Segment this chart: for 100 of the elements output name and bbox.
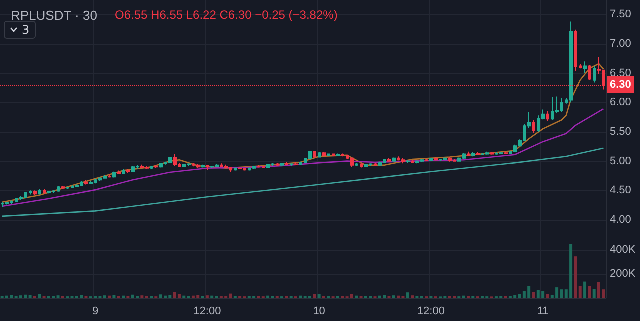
y-tick-label: 4.00 [610, 214, 632, 226]
annotation: 3 [22, 23, 30, 37]
candlestick [299, 161, 302, 166]
candlestick [378, 161, 382, 167]
bar [28, 295, 32, 298]
candlestick [75, 184, 79, 188]
bar [313, 294, 316, 298]
candlestick [593, 66, 596, 84]
candlestick [322, 152, 326, 158]
candlestick [117, 170, 121, 175]
candlestick [401, 158, 405, 164]
candlestick [276, 162, 279, 167]
candlestick [546, 110, 549, 122]
candlestick [327, 153, 330, 157]
bar [178, 294, 181, 298]
x-tick-label: 12:00 [194, 306, 222, 318]
candlestick [364, 164, 368, 168]
candlestick [168, 156, 172, 164]
candlestick [350, 157, 354, 168]
bar [112, 295, 116, 298]
candlestick [485, 151, 489, 156]
candlestick [476, 152, 480, 156]
candlestick [206, 164, 209, 171]
bar [546, 294, 550, 298]
bar [592, 289, 596, 298]
candlestick [262, 166, 265, 169]
candlestick [392, 157, 396, 162]
candlestick [280, 162, 284, 167]
y-tick-label: 5.00 [610, 155, 632, 168]
bar [38, 294, 42, 298]
candlestick [429, 158, 433, 162]
bar [532, 292, 536, 298]
text: O6.55 H6.55 L6.22 C6.30 −0.25 (−3.82%) [115, 8, 338, 22]
candlestick [448, 156, 452, 162]
candlestick [108, 174, 111, 178]
candlestick [154, 164, 158, 169]
candlestick [66, 186, 69, 190]
line-series [2, 108, 604, 208]
y-tick-label: 5.50 [610, 126, 632, 138]
candlestick [159, 162, 163, 168]
candlestick [122, 169, 125, 175]
candlestick [33, 190, 37, 196]
bar [406, 292, 410, 298]
candlestick [569, 21, 573, 104]
candlestick [490, 152, 494, 156]
candlestick [318, 152, 321, 158]
candlestick [150, 166, 153, 170]
candlestick [313, 150, 316, 158]
candlestick [443, 157, 447, 161]
candlestick [285, 162, 288, 166]
candlestick [341, 153, 344, 158]
candlestick [499, 152, 503, 155]
ref-line-label: 6.30 [610, 79, 632, 92]
candlestick [29, 190, 32, 196]
candlestick [374, 162, 377, 167]
candlestick [579, 63, 582, 70]
candlestick [43, 188, 46, 195]
y-tick-label: 6.00 [610, 96, 632, 109]
y-tick-label: 7.00 [610, 38, 632, 50]
candlestick [355, 162, 358, 167]
x-tick-label: 12:00 [417, 306, 445, 318]
candlestick [238, 167, 242, 170]
candlestick [588, 64, 591, 81]
candlestick [411, 160, 414, 164]
y2-tick-label: 400K [610, 244, 636, 256]
candlestick [224, 164, 228, 169]
bar [574, 256, 578, 298]
bar [318, 294, 321, 298]
candlestick [294, 162, 298, 166]
candlestick [532, 120, 535, 134]
candlestick [131, 166, 135, 173]
bar [598, 282, 601, 298]
y-tick-label: 6.50 [610, 67, 632, 80]
candlestick [434, 157, 438, 162]
candlestick [47, 190, 51, 194]
candlestick [290, 163, 293, 167]
candlestick [467, 151, 470, 157]
y-tick-label: 4.50 [610, 184, 632, 197]
candlestick [173, 154, 177, 167]
candlestick [126, 169, 130, 174]
y-tick-label: 7.50 [610, 8, 632, 21]
text: RPLUSDT · 30 [11, 8, 98, 23]
candlestick [38, 188, 41, 196]
bar [588, 286, 592, 298]
candlestick [471, 152, 475, 158]
candlestick [257, 164, 260, 168]
y2-tick-label: 200K [610, 268, 636, 280]
candlestick [61, 185, 65, 190]
bar [578, 286, 582, 298]
candlestick [5, 202, 9, 206]
candlestick [112, 171, 116, 178]
candlestick [84, 180, 88, 186]
line-series [2, 148, 604, 218]
x-tick-label: 10 [313, 306, 326, 318]
candlestick [89, 180, 93, 185]
candlestick [406, 160, 410, 164]
candlestick [308, 150, 312, 160]
candlestick [360, 163, 363, 168]
candlestick [574, 29, 577, 72]
candlestick [336, 153, 340, 157]
